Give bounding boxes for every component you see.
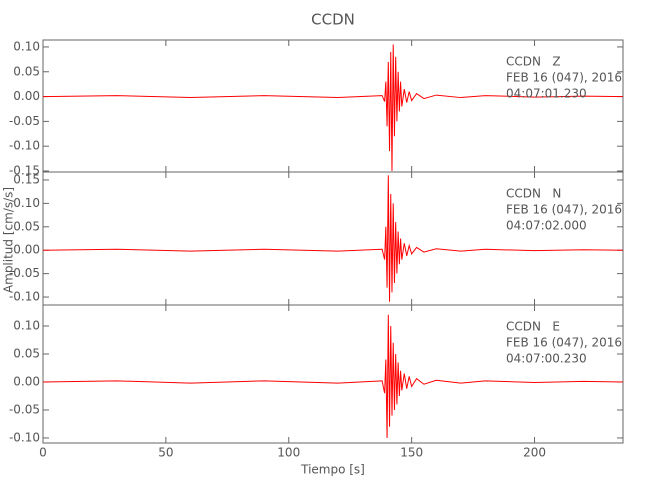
y-tick-label: 0.10 (13, 39, 40, 53)
y-tick-label: -0.10 (9, 139, 40, 153)
panel-frame (42, 304, 624, 444)
y-tick-label: 0.15 (13, 172, 40, 186)
y-tick-label: 0.10 (13, 318, 40, 332)
y-tick-label: 0.10 (13, 196, 40, 210)
x-tick-label: 50 (158, 446, 173, 460)
waveform (42, 44, 624, 172)
y-tick-label: -0.10 (9, 290, 40, 304)
y-tick-label: -0.05 (9, 114, 40, 128)
y-tick-label: 0.05 (13, 346, 40, 360)
chart-title: CCDN (311, 11, 355, 29)
y-tick-label: -0.10 (9, 430, 40, 444)
x-tick-label: 0 (39, 446, 47, 460)
y-axis-label: Amplitud [cm/s/s] (2, 187, 16, 293)
annotation: CCDN Z (506, 55, 561, 69)
x-tick-label: 200 (523, 446, 546, 460)
y-tick-label: 0.00 (13, 89, 40, 103)
y-tick-label: 0.00 (13, 374, 40, 388)
y-tick-label: -0.05 (9, 266, 40, 280)
annotation: 04:07:01.230 (506, 87, 587, 101)
annotation: CCDN N (506, 187, 561, 201)
y-tick-label: 0.05 (13, 219, 40, 233)
waveform (42, 314, 624, 438)
annotation: FEB 16 (047), 2016 (506, 71, 622, 85)
y-tick-label: -0.15 (9, 164, 40, 178)
annotation: FEB 16 (047), 2016 (506, 336, 622, 350)
annotation: CCDN E (506, 320, 560, 334)
x-tick-label: 150 (400, 446, 423, 460)
annotation: 04:07:00.230 (506, 352, 587, 366)
y-tick-label: -0.05 (9, 402, 40, 416)
annotation: FEB 16 (047), 2016 (506, 203, 622, 217)
x-tick-label: 100 (277, 446, 300, 460)
y-tick-label: 0.05 (13, 64, 40, 78)
y-tick-label: 0.00 (13, 243, 40, 257)
annotation: 04:07:02.000 (506, 219, 587, 233)
waveform (42, 175, 624, 302)
x-axis-label: Tiempo [s] (300, 463, 365, 477)
